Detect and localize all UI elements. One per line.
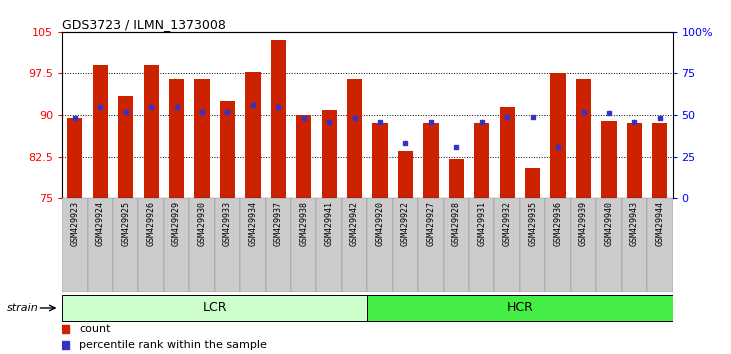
Bar — [474, 124, 490, 198]
FancyBboxPatch shape — [138, 198, 164, 292]
FancyBboxPatch shape — [317, 198, 342, 292]
Text: GSM429924: GSM429924 — [96, 201, 105, 246]
Text: GSM429927: GSM429927 — [426, 201, 436, 246]
Text: GSM429923: GSM429923 — [70, 201, 80, 246]
Bar — [93, 65, 108, 198]
Text: GSM429932: GSM429932 — [503, 201, 512, 246]
Text: GSM429931: GSM429931 — [477, 201, 486, 246]
Bar — [576, 79, 591, 198]
Bar — [169, 79, 184, 198]
FancyBboxPatch shape — [621, 198, 647, 292]
FancyBboxPatch shape — [393, 198, 418, 292]
Bar — [194, 79, 210, 198]
Text: GSM429938: GSM429938 — [299, 201, 308, 246]
Text: GSM429941: GSM429941 — [325, 201, 333, 246]
Bar — [652, 124, 667, 198]
FancyBboxPatch shape — [469, 198, 494, 292]
Text: GSM429936: GSM429936 — [553, 201, 563, 246]
Text: GDS3723 / ILMN_1373008: GDS3723 / ILMN_1373008 — [62, 18, 226, 31]
FancyBboxPatch shape — [189, 198, 215, 292]
Text: GSM429925: GSM429925 — [121, 201, 130, 246]
Text: GSM429939: GSM429939 — [579, 201, 588, 246]
Bar — [626, 124, 642, 198]
FancyBboxPatch shape — [113, 198, 138, 292]
Bar — [296, 115, 311, 198]
FancyBboxPatch shape — [62, 198, 88, 292]
Bar — [602, 121, 616, 198]
Bar — [347, 79, 363, 198]
FancyBboxPatch shape — [367, 295, 673, 321]
Bar — [525, 168, 540, 198]
Bar — [245, 72, 260, 198]
Text: GSM429928: GSM429928 — [452, 201, 461, 246]
Bar — [550, 74, 566, 198]
Text: GSM429940: GSM429940 — [605, 201, 613, 246]
Bar — [220, 101, 235, 198]
FancyBboxPatch shape — [240, 198, 265, 292]
Text: GSM429933: GSM429933 — [223, 201, 232, 246]
Bar — [118, 96, 133, 198]
FancyBboxPatch shape — [62, 295, 367, 321]
Bar — [322, 109, 337, 198]
FancyBboxPatch shape — [88, 198, 113, 292]
FancyBboxPatch shape — [444, 198, 469, 292]
Text: GSM429942: GSM429942 — [350, 201, 359, 246]
FancyBboxPatch shape — [494, 198, 520, 292]
Bar — [270, 40, 286, 198]
Text: GSM429929: GSM429929 — [172, 201, 181, 246]
FancyBboxPatch shape — [520, 198, 545, 292]
FancyBboxPatch shape — [647, 198, 673, 292]
FancyBboxPatch shape — [291, 198, 317, 292]
FancyBboxPatch shape — [418, 198, 444, 292]
FancyBboxPatch shape — [367, 198, 393, 292]
Text: strain: strain — [7, 303, 39, 313]
FancyBboxPatch shape — [265, 198, 291, 292]
FancyBboxPatch shape — [545, 198, 571, 292]
FancyBboxPatch shape — [215, 198, 240, 292]
Bar — [499, 107, 515, 198]
FancyBboxPatch shape — [596, 198, 621, 292]
Text: count: count — [79, 324, 110, 334]
Bar — [398, 151, 413, 198]
Bar — [423, 124, 439, 198]
Text: GSM429943: GSM429943 — [630, 201, 639, 246]
Bar — [372, 124, 387, 198]
Text: GSM429926: GSM429926 — [147, 201, 156, 246]
Bar — [449, 159, 464, 198]
Text: GSM429930: GSM429930 — [197, 201, 207, 246]
Bar — [143, 65, 159, 198]
Text: LCR: LCR — [202, 302, 227, 314]
Text: GSM429944: GSM429944 — [655, 201, 664, 246]
Text: HCR: HCR — [507, 302, 534, 314]
FancyBboxPatch shape — [342, 198, 367, 292]
Bar — [67, 118, 83, 198]
Text: GSM429922: GSM429922 — [401, 201, 410, 246]
Text: GSM429934: GSM429934 — [249, 201, 257, 246]
Text: percentile rank within the sample: percentile rank within the sample — [79, 340, 267, 350]
Text: GSM429920: GSM429920 — [376, 201, 385, 246]
Text: GSM429937: GSM429937 — [274, 201, 283, 246]
Text: GSM429935: GSM429935 — [528, 201, 537, 246]
FancyBboxPatch shape — [571, 198, 596, 292]
FancyBboxPatch shape — [164, 198, 189, 292]
